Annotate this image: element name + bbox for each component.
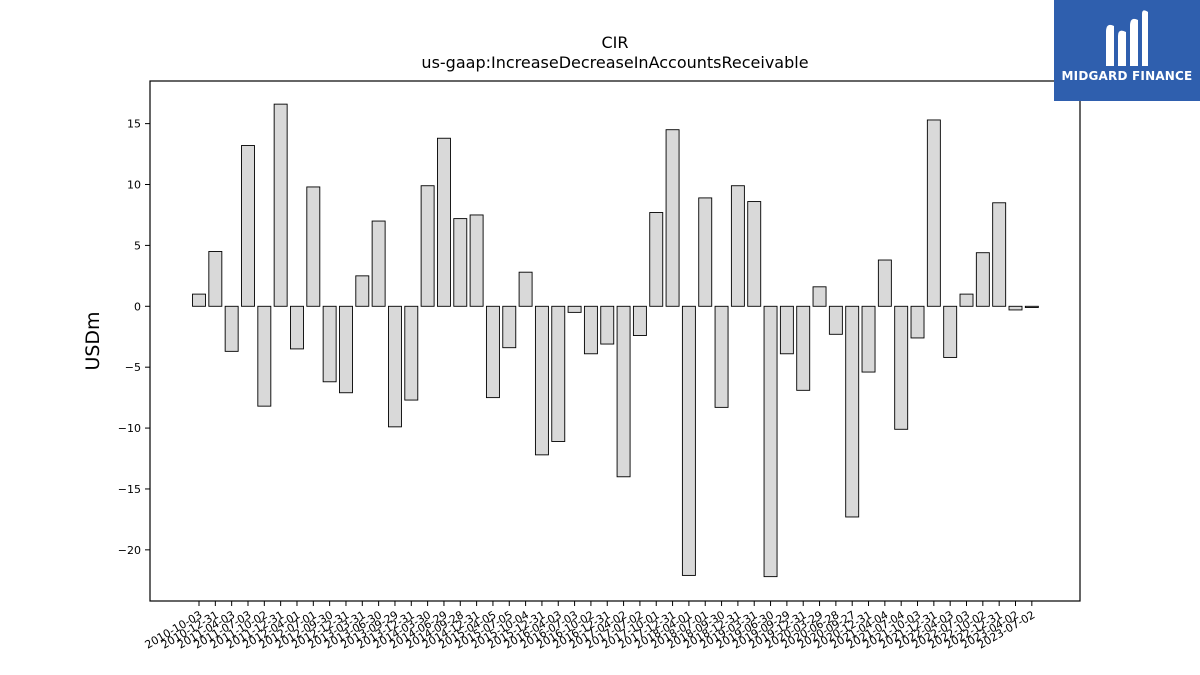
- bar-2011-07-03: [241, 145, 255, 307]
- y-tick-label: −5: [125, 361, 141, 374]
- bar-2014-06-29: [437, 137, 451, 307]
- bar-2012-07-01: [306, 186, 321, 307]
- bar-2014-09-28: [453, 218, 468, 307]
- y-tick-label: −20: [118, 544, 141, 557]
- bar-2022-10-02: [975, 252, 990, 307]
- y-tick-label: −10: [118, 422, 141, 435]
- y-tick-label: 10: [127, 179, 141, 192]
- bar-2020-03-29: [812, 286, 827, 307]
- bar-2011-12-31: [273, 103, 288, 307]
- chart-subtitle: us-gaap:IncreaseDecreaseInAccountsReceiv…: [421, 53, 808, 72]
- bar-2016-10-02: [583, 305, 598, 355]
- bar-2023-07-02: [1024, 305, 1039, 308]
- bar-2013-03-31: [355, 275, 370, 307]
- bar-2015-12-31: [534, 305, 549, 456]
- bar-2014-12-31: [469, 214, 484, 307]
- bar-2020-06-28: [828, 305, 843, 335]
- bar-2013-06-30: [371, 220, 386, 307]
- bar-2016-04-03: [551, 305, 566, 442]
- bar-2022-04-03: [943, 305, 958, 358]
- bar-2012-12-31: [339, 305, 353, 394]
- bar-2011-10-02: [257, 305, 272, 407]
- y-axis: −20 −15 −10 −5 0 5 10 15: [118, 118, 150, 557]
- bar-2012-04-01: [290, 305, 304, 350]
- y-tick-label: 0: [134, 300, 141, 313]
- bar-2011-04-03: [224, 305, 239, 352]
- bar-2022-12-31: [992, 202, 1007, 307]
- bar-2015-10-04: [518, 271, 533, 307]
- bar-2023-04-02: [1008, 305, 1023, 311]
- bar-2021-04-04: [877, 259, 892, 307]
- bar-2013-12-31: [404, 305, 419, 401]
- bar-2019-03-31: [747, 201, 762, 307]
- bar-2018-09-30: [714, 305, 729, 408]
- chart-title: CIR: [601, 33, 628, 52]
- midgard-finance-logo: MIDGARD FINANCE: [1054, 0, 1200, 101]
- bar-2017-12-31: [665, 129, 680, 307]
- bar-2013-09-29: [388, 305, 402, 428]
- bar-2021-12-31: [926, 119, 941, 307]
- bar-2017-10-01: [649, 212, 664, 307]
- bar-2010-12-31: [208, 251, 223, 307]
- bar-2019-09-29: [779, 305, 794, 355]
- bar-2016-12-31: [600, 305, 615, 345]
- logo-text: MIDGARD FINANCE: [1061, 69, 1193, 83]
- bar-2015-07-05: [502, 305, 517, 349]
- x-axis: 2010-10-032010-12-312011-04-032011-07-03…: [143, 601, 1037, 652]
- bar-2019-06-30: [763, 305, 778, 578]
- bar-2018-04-01: [681, 305, 696, 576]
- plot-area: [149, 80, 1081, 602]
- y-tick-label: 15: [127, 118, 141, 131]
- bar-2010-10-03: [192, 293, 206, 307]
- bar-2014-03-30: [420, 185, 435, 307]
- bar-2020-09-27: [845, 305, 860, 518]
- bars-group: [192, 103, 1039, 578]
- bar-2021-10-03: [910, 305, 925, 339]
- bar-2017-04-02: [616, 305, 631, 478]
- bar-2015-04-05: [485, 305, 500, 399]
- y-axis-label: USDm: [82, 311, 104, 370]
- y-tick-label: 5: [134, 239, 141, 252]
- midgard-logo-icon: [1106, 10, 1148, 66]
- bar-2022-07-03: [959, 293, 974, 307]
- bar-2018-07-01: [698, 197, 713, 307]
- bar-2016-07-03: [567, 305, 582, 313]
- bar-2017-07-02: [632, 305, 647, 336]
- bar-2021-07-04: [894, 305, 909, 430]
- bar-2018-12-31: [730, 185, 745, 307]
- y-tick-label: −15: [118, 483, 141, 496]
- bar-2012-09-30: [322, 305, 337, 383]
- bar-2020-12-31: [861, 305, 876, 373]
- bar-2019-12-31: [796, 305, 811, 391]
